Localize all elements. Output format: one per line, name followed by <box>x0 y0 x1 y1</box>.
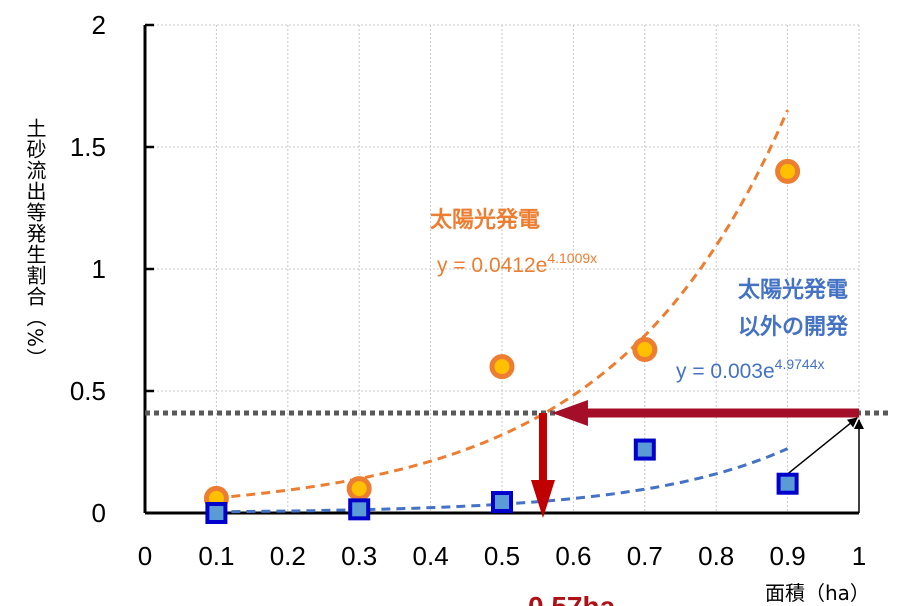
y-tick-label: 0.5 <box>70 376 106 406</box>
data-point-solar <box>489 354 515 380</box>
y-tick-label: 0 <box>92 498 106 528</box>
x-axis-label: 面積（ha） <box>765 581 870 605</box>
x-tick-label: 0.6 <box>555 541 591 571</box>
data-point-solar <box>632 337 658 363</box>
y-tick-label: 1.5 <box>70 132 106 162</box>
annotations <box>145 399 890 518</box>
equation-other: y = 0.003e4.9744x <box>676 356 825 383</box>
x-tick-label: 0.3 <box>341 541 377 571</box>
series-label-solar: 太陽光発電 <box>430 208 540 233</box>
x-tick-label: 0.2 <box>270 541 306 571</box>
y-tick-label: 2 <box>92 10 106 40</box>
grid <box>145 24 860 513</box>
tick-labels: 0 0.1 0.2 0.3 0.4 0.5 0.6 0.7 0.8 0.9 1 0 0.5 1 1.5 2 <box>70 10 866 571</box>
data-point-other <box>491 491 513 514</box>
x-tick-label: 1 <box>852 541 866 571</box>
x-tick-label: 0.8 <box>698 541 734 571</box>
series-label-other-line2: 以外の開発 <box>738 314 849 340</box>
x-tick-label: 0.5 <box>484 541 520 571</box>
x-tick-label: 0 <box>138 541 152 571</box>
data-point-other <box>776 472 799 495</box>
data-point-other <box>205 502 228 524</box>
y-tick-label: 1 <box>92 254 106 284</box>
data-points <box>203 158 801 524</box>
series-label-other-line1: 太陽光発電 <box>738 278 848 303</box>
x-tick-label: 0.4 <box>413 541 449 571</box>
red-arrow-horizontal-head <box>551 399 588 426</box>
data-point-other <box>348 498 371 521</box>
equation-solar: y = 0.0412e4.1009x <box>437 250 597 277</box>
result-label: 0.57ha <box>528 591 616 606</box>
data-point-other <box>633 438 656 461</box>
black-arrow-diagonal <box>787 417 858 475</box>
trend-line-solar <box>216 109 789 500</box>
x-tick-label: 0.9 <box>770 541 806 571</box>
red-arrow-vertical-head <box>530 480 555 518</box>
x-tick-label: 0.7 <box>627 541 663 571</box>
x-tick-label: 0.1 <box>198 541 234 571</box>
data-point-solar <box>346 476 372 502</box>
data-point-solar <box>775 158 801 184</box>
y-axis-label: 土砂流出等発生割合（%） <box>23 118 47 369</box>
